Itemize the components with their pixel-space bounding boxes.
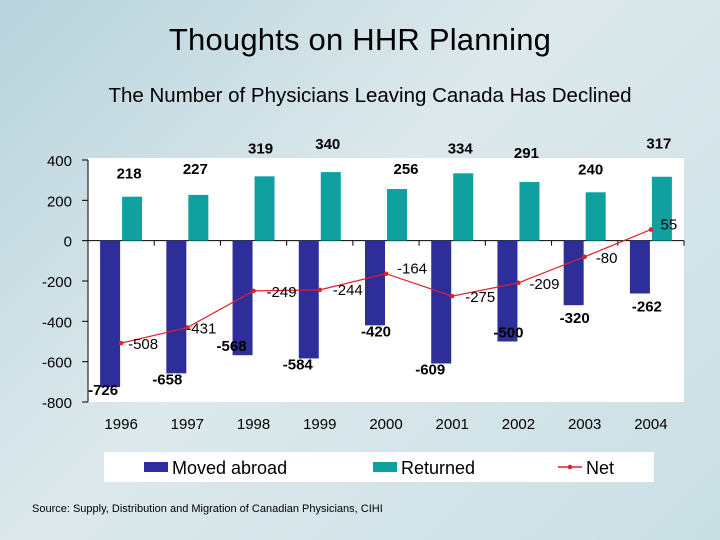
bar-returned-1996	[122, 196, 143, 241]
label-moved-abroad-1999: -584	[283, 356, 314, 373]
label-moved-abroad-2001: -609	[415, 361, 445, 378]
x-tick-label-1998: 1998	[237, 416, 270, 433]
bar-moved-abroad-1999	[298, 240, 319, 359]
y-tick-label: 400	[47, 153, 72, 170]
x-tick-label-2000: 2000	[369, 416, 402, 433]
label-returned-1998: 319	[248, 140, 273, 157]
label-moved-abroad-1998: -568	[217, 338, 247, 355]
x-tick-labels: 1996 1997 1998 1999 2000 2001 2002 2003 2004	[104, 416, 667, 433]
page-subtitle: The Number of Physicians Leaving Canada …	[108, 84, 632, 107]
x-tick-label-2002: 2002	[502, 416, 535, 433]
label-returned-2000: 256	[393, 161, 418, 178]
y-axis: 400 200 0 -200 -400 -600 -800	[42, 153, 89, 412]
legend-label-returned: Returned	[401, 458, 475, 478]
bar-moved-abroad-1998	[232, 240, 253, 356]
legend-label-moved-abroad: Moved abroad	[172, 458, 287, 478]
y-tick-label: -600	[42, 355, 72, 372]
bar-returned-2000	[387, 189, 407, 241]
label-net-2004: 55	[661, 217, 678, 234]
label-net-2001: -275	[465, 289, 495, 306]
bar-returned-1999	[320, 172, 341, 241]
net-point-1997	[185, 325, 190, 330]
label-moved-abroad-1997: -658	[152, 371, 182, 388]
y-tick-label: -200	[42, 274, 72, 291]
label-returned-2004: 317	[646, 136, 671, 153]
legend: Moved abroad Returned Net	[104, 452, 654, 482]
x-tick-label-1997: 1997	[171, 416, 204, 433]
label-moved-abroad-2000: -420	[361, 323, 391, 340]
net-point-2003	[582, 254, 587, 260]
source-note: Source: Supply, Distribution and Migrati…	[32, 503, 383, 515]
bar-returned-2004	[651, 176, 672, 241]
label-net-2002: -209	[529, 276, 559, 293]
y-tick-label: -400	[42, 314, 72, 331]
legend-label-net: Net	[586, 458, 614, 478]
bar-moved-abroad-1996	[100, 240, 121, 388]
x-axis	[87, 240, 685, 246]
x-tick-label-1999: 1999	[303, 416, 336, 433]
bar-returned-1997	[188, 194, 209, 241]
bar-moved-abroad-2004	[629, 240, 650, 294]
y-tick-label: 0	[64, 234, 72, 251]
net-line	[118, 227, 654, 346]
bar-returned-1998	[254, 176, 275, 241]
legend-swatch-returned	[373, 462, 397, 472]
label-moved-abroad-2004: -262	[632, 299, 662, 316]
bar-moved-abroad-2003	[563, 240, 584, 306]
x-tick-label-2004: 2004	[634, 416, 667, 433]
label-net-1998: -249	[267, 284, 297, 301]
net-point-2004	[648, 227, 654, 232]
label-net-2000: -164	[397, 261, 427, 278]
page-title: Thoughts on HHR Planning	[168, 22, 552, 57]
label-moved-abroad-1996: -726	[88, 382, 118, 399]
bar-returned-2001	[453, 173, 474, 241]
label-returned-2003: 240	[578, 161, 603, 178]
x-tick-label-2001: 2001	[436, 416, 469, 433]
label-net-1996: -508	[128, 336, 158, 353]
bar-moved-abroad-2000	[365, 240, 385, 326]
bar-moved-abroad-2001	[431, 240, 452, 364]
label-moved-abroad-2003: -320	[560, 310, 590, 327]
x-tick-label-1996: 1996	[104, 416, 137, 433]
y-tick-label: 200	[47, 193, 72, 210]
net-point-1996	[118, 340, 124, 346]
net-point-2000	[383, 271, 389, 277]
data-labels: -726 218 -508 -658 227 -431-568 319 -249 -584 340…	[88, 136, 677, 399]
bar-returned-2002	[519, 181, 540, 241]
label-returned-2001: 334	[448, 140, 474, 157]
label-net-2003: -80	[596, 250, 618, 267]
bar-moved-abroad-2002	[497, 240, 518, 342]
net-point-2002	[516, 280, 521, 286]
label-returned-1999: 340	[315, 136, 340, 153]
legend-swatch-net-marker	[567, 464, 573, 470]
x-tick-label-2003: 2003	[568, 416, 601, 433]
legend-swatch-moved-abroad	[144, 462, 168, 472]
bar-moved-abroad-1997	[166, 240, 187, 374]
label-moved-abroad-2002: -500	[493, 325, 523, 342]
net-point-2001	[449, 293, 455, 299]
bar-returned-2003	[585, 192, 606, 241]
label-returned-1996: 218	[117, 166, 142, 183]
label-net-1999: -244	[333, 282, 363, 299]
net-point-1999	[317, 287, 323, 293]
label-returned-2002: 291	[514, 145, 539, 162]
y-tick-label: -800	[42, 395, 72, 412]
net-point-1998	[251, 288, 256, 294]
plot-area	[88, 158, 684, 402]
label-net-1997: -431	[186, 321, 216, 338]
bars	[100, 172, 672, 388]
label-returned-1997: 227	[183, 161, 208, 178]
